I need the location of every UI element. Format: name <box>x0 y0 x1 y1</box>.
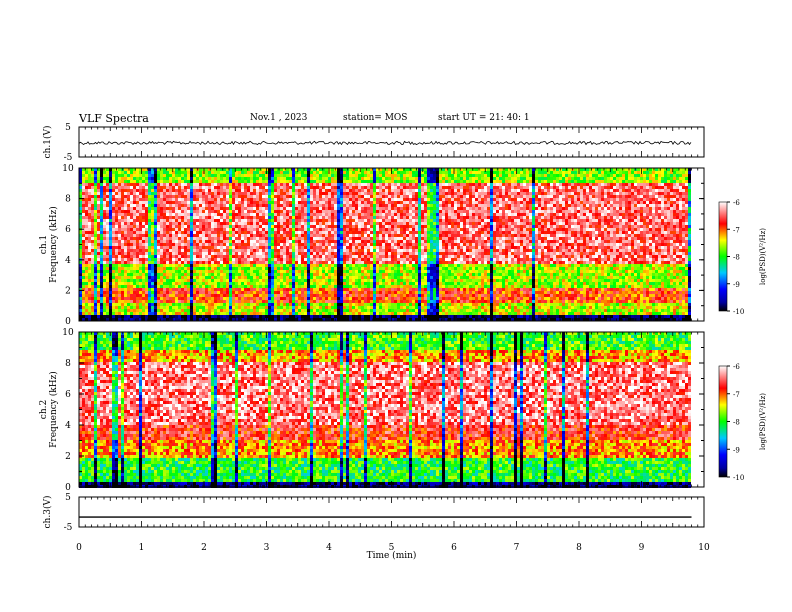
colorbar-tick-label: -10 <box>733 308 744 316</box>
x-tick-label: 7 <box>514 543 520 553</box>
x-tick-label: 10 <box>698 543 710 553</box>
y-tick-label: 5 <box>65 123 71 133</box>
y-axis-label: ch.1 <box>39 235 49 254</box>
colorbar-tick-label: -8 <box>733 419 740 427</box>
x-tick-label: 8 <box>576 543 582 553</box>
colorbar-gradient <box>718 365 728 478</box>
y-tick-label: 6 <box>65 390 71 400</box>
colorbar-label: log(PSD)(V²/Hz) <box>759 393 767 450</box>
colorbar-tick-label: -8 <box>733 254 740 262</box>
x-axis-label: Time (min) <box>367 550 417 561</box>
y-tick-label: 4 <box>65 256 71 266</box>
y-tick-label: 0 <box>65 483 71 493</box>
colorbar-tick-label: -6 <box>733 363 740 371</box>
y-tick-label: 4 <box>65 421 71 431</box>
y-tick-label: 10 <box>62 164 74 174</box>
y-tick-label: 2 <box>65 286 71 296</box>
ch1-waveform-trace <box>78 140 692 146</box>
y-tick-label: 5 <box>65 493 71 503</box>
ch3-waveform-panel: 5 -5 ch.3(V) 0 1 2 3 4 5 6 7 8 9 10 Time (min) <box>42 493 710 561</box>
y-axis-label: Frequency (kHz) <box>48 206 59 283</box>
y-tick-label: -5 <box>64 523 73 533</box>
y-axis-label: Frequency (kHz) <box>48 371 59 448</box>
x-tick-label: 5 <box>389 543 395 553</box>
y-axis-label: ch.1(V) <box>42 126 53 159</box>
y-axis-label: ch.3(V) <box>42 496 53 529</box>
colorbar-gradient <box>718 201 728 312</box>
y-tick-label: 10 <box>62 328 74 338</box>
y-tick-label: 2 <box>65 452 71 462</box>
start-ut-label: start UT = 21: 40: 1 <box>438 113 530 123</box>
colorbar-tick-label: -7 <box>733 391 740 399</box>
x-tick-label: 9 <box>639 543 645 553</box>
x-tick-label: 2 <box>201 543 207 553</box>
colorbar-tick-label: -7 <box>733 226 740 234</box>
station-label: station= MOS <box>343 113 407 123</box>
x-tick-label: 1 <box>139 543 145 553</box>
ch2-spectrogram-panel: 0 2 4 6 8 10 ch.2 Frequency (kHz) -6 -7 -8 -9 -10 log… <box>39 328 767 493</box>
y-tick-label: 8 <box>65 195 71 205</box>
chart-title: VLF Spectra <box>79 112 149 125</box>
colorbar-tick-label: -9 <box>733 281 740 289</box>
colorbar-label: log(PSD)(V²/Hz) <box>759 228 767 285</box>
ch1-spectrogram-panel: 0 2 4 6 8 10 ch.1 Frequency (kHz) -6 -7 -8 -9 -10 log… <box>39 164 767 327</box>
colorbar-tick-label: -10 <box>733 474 744 482</box>
y-tick-label: -5 <box>64 153 73 163</box>
x-tick-label: 4 <box>326 543 332 553</box>
x-tick-label: 3 <box>264 543 270 553</box>
x-tick-label: 0 <box>76 543 82 553</box>
colorbar-tick-label: -6 <box>733 199 740 207</box>
y-tick-label: 0 <box>65 317 71 327</box>
ch2-spectrogram-colorbar: -6 -7 -8 -9 -10 log(PSD)(V²/Hz) <box>718 363 767 482</box>
y-axis-label: ch.2 <box>39 400 49 419</box>
y-tick-label: 8 <box>65 359 71 369</box>
date-label: Nov.1 , 2023 <box>250 113 307 123</box>
ch1-spectrogram-colorbar: -6 -7 -8 -9 -10 log(PSD)(V²/Hz) <box>718 199 767 316</box>
ch1-waveform-panel: 5 -5 ch.1(V) <box>42 123 705 163</box>
colorbar-tick-label: -9 <box>733 446 740 454</box>
x-tick-label: 6 <box>451 543 457 553</box>
y-tick-label: 6 <box>65 225 71 235</box>
